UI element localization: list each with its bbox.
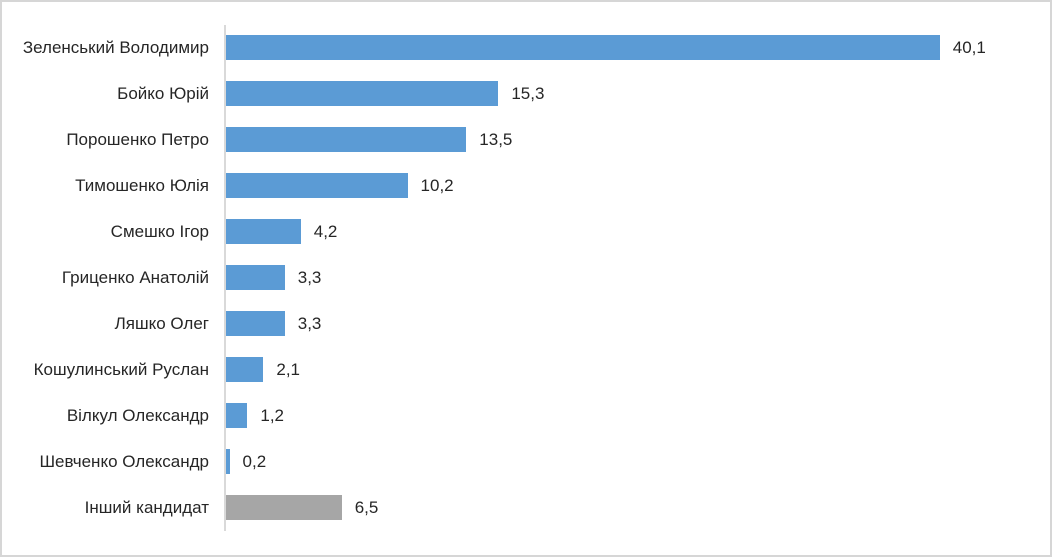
category-label: Зеленський Володимир (22, 38, 209, 57)
category-label: Гриценко Анатолій (61, 268, 209, 287)
value-label: 6,5 (354, 498, 379, 517)
value-label: 40,1 (952, 38, 986, 57)
plot-cell: 3,3 (224, 301, 1050, 347)
chart-row: Шевченко Олександр 0,2 (2, 439, 1050, 485)
value-label: 3,3 (297, 268, 322, 287)
bar (226, 265, 285, 290)
chart-row: Кошулинський Руслан 2,1 (2, 347, 1050, 393)
category-label: Бойко Юрій (117, 84, 209, 103)
plot-cell: 6,5 (224, 485, 1050, 531)
chart-row: Інший кандидат 6,5 (2, 485, 1050, 531)
value-label: 10,2 (420, 176, 454, 195)
category-label: Інший кандидат (84, 498, 209, 517)
plot-cell: 13,5 (224, 117, 1050, 163)
bar (226, 173, 408, 198)
value-label: 3,3 (297, 314, 322, 333)
chart-row: Порошенко Петро 13,5 (2, 117, 1050, 163)
category-label: Шевченко Олександр (39, 452, 209, 471)
value-label: 4,2 (313, 222, 338, 241)
value-label: 15,3 (511, 84, 545, 103)
plot-cell: 3,3 (224, 255, 1050, 301)
bar (226, 357, 264, 382)
plot-cell: 0,2 (224, 439, 1050, 485)
plot-cell: 2,1 (224, 347, 1050, 393)
bar (226, 81, 499, 106)
plot-cell: 15,3 (224, 71, 1050, 117)
bar (226, 311, 285, 336)
bar (226, 495, 342, 520)
value-label: 2,1 (276, 360, 301, 379)
plot-cell: 40,1 (224, 25, 1050, 71)
bar (226, 403, 248, 428)
plot-cell: 10,2 (224, 163, 1050, 209)
value-label: 13,5 (479, 130, 513, 149)
chart-row: Вілкул Олександр 1,2 (2, 393, 1050, 439)
chart-row: Ляшко Олег 3,3 (2, 301, 1050, 347)
plot-cell: 1,2 (224, 393, 1050, 439)
category-label: Кошулинський Руслан (33, 360, 209, 379)
chart-plot-area: Зеленський Володимир 40,1 Бойко Юрій 15,… (2, 25, 1050, 531)
bar (226, 219, 301, 244)
plot-cell: 4,2 (224, 209, 1050, 255)
category-label: Тимошенко Юлія (75, 176, 209, 195)
bar (226, 35, 940, 60)
value-label: 1,2 (260, 406, 284, 425)
chart-row: Смешко Ігор 4,2 (2, 209, 1050, 255)
category-label: Ляшко Олег (114, 314, 209, 333)
chart-row: Тимошенко Юлія 10,2 (2, 163, 1050, 209)
bar (226, 127, 467, 152)
category-label: Вілкул Олександр (66, 406, 209, 425)
category-label: Смешко Ігор (110, 222, 209, 241)
bar (226, 449, 230, 474)
chart-row: Зеленський Володимир 40,1 (2, 25, 1050, 71)
value-label: 0,2 (242, 452, 267, 471)
chart-row: Бойко Юрій 15,3 (2, 71, 1050, 117)
category-label: Порошенко Петро (66, 130, 209, 149)
chart-row: Гриценко Анатолій 3,3 (2, 255, 1050, 301)
